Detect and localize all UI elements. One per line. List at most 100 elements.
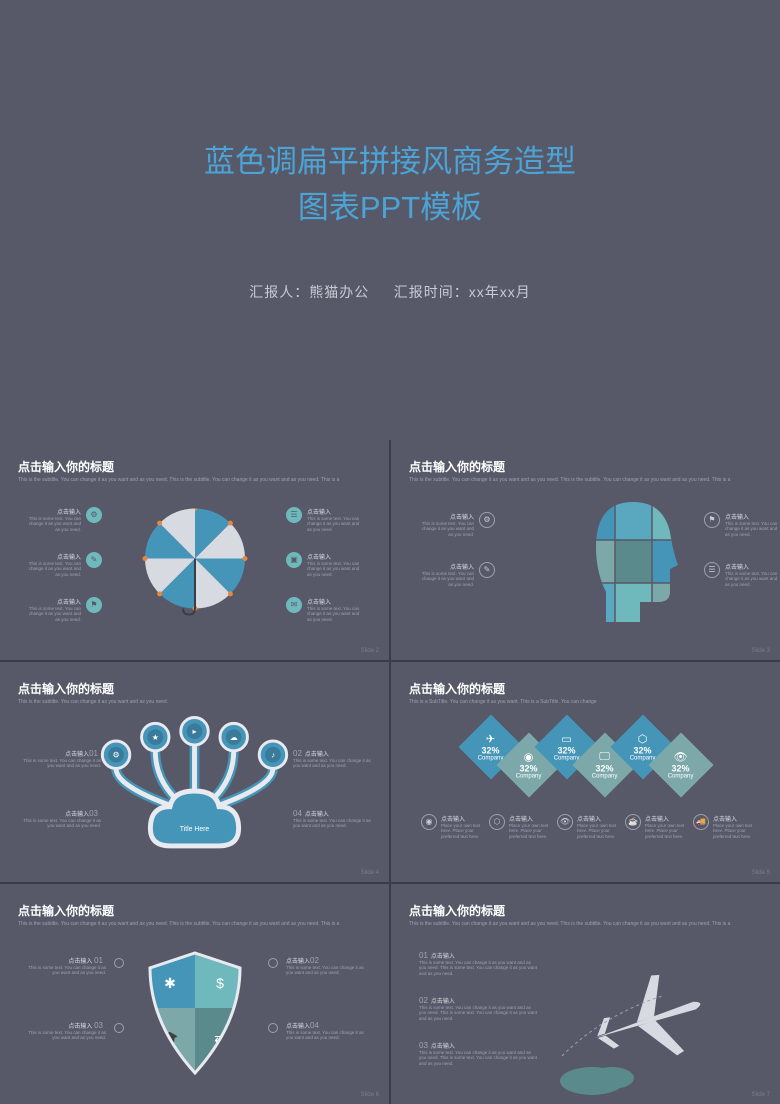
slide-title: 点击输入你的标题 [409,458,762,475]
slide-subtitle: This is the subtitle. You can change it … [409,921,762,928]
point-label: 点击输入 [725,562,780,571]
point-text: This is some text. You can change it as … [419,960,539,978]
slide-title: 点击输入你的标题 [18,902,371,919]
point-icon: ✎ [86,552,102,568]
point-text: This is some text. You can change it as … [307,606,362,624]
point-text: This is some text. You can change it as … [419,521,474,539]
point-icon: ⚑ [704,512,720,528]
point-text: This is some text. You can change it as … [286,965,364,977]
slide-title: 点击输入你的标题 [409,902,762,919]
point-label: 点击输入02 [286,956,364,965]
point-icon: ☰ [286,507,302,523]
point-text: This is some text. You can change it as … [307,516,362,534]
point-text: This is some text. You can change it as … [28,965,106,977]
cloud-label: Title Here [180,826,210,833]
point-text: This is some text. You can change it as … [293,818,371,830]
row2-icon: 👁 [557,814,573,830]
row2-item: ⬡点击输入Place your own text here. Place you… [489,814,557,841]
svg-text:☁: ☁ [230,733,238,742]
slide-subtitle: This is the subtitle. You can change it … [18,921,371,928]
point-label: 点击输入 [307,552,362,561]
slide-number: Slide 2 [361,648,379,654]
point-text: This is some text. You can change it as … [26,561,81,579]
row2-icon: 🚚 [693,814,709,830]
point-text: This is some text. You can change it as … [419,571,474,589]
point-text: This is some text. You can change it as … [23,818,101,830]
slide-number: Slide 5 [752,870,770,876]
slide-subtitle: This is a SubTitle. You can change it as… [409,699,762,706]
point-icon: ⚙ [86,507,102,523]
title-line1: 蓝色调扁平拼接风商务造型 [204,144,576,179]
row2-item: 👁点击输入Place your own text here. Place you… [557,814,625,841]
row2-item: 🚚点击输入Place your own text here. Place you… [693,814,761,841]
point-label: 点击输入 [419,512,474,521]
plane-graphic [552,966,732,1104]
point-label: 03点击输入 [419,1041,539,1050]
point-text: This is some text. You can change it as … [293,758,371,770]
row2-icon: ◉ [421,814,437,830]
slide-grid: 点击输入你的标题 This is the subtitle. You can c… [0,440,780,1104]
slide-3: 点击输入你的标题 This is the subtitle. You can c… [391,440,780,660]
point-icon: ▣ [286,552,302,568]
point-icon: ✎ [479,562,495,578]
point-label: 点击输入04 [286,1021,364,1030]
umbrella-graphic [135,508,255,623]
svg-text:⚙: ⚙ [113,750,120,759]
slide-number: Slide 6 [361,1092,379,1098]
svg-text:♪: ♪ [271,750,275,759]
slide-number: Slide 4 [361,870,379,876]
point-label: 04点击输入 [293,809,371,818]
point-label: 点击输入 [26,507,81,516]
slide-title: 点击输入你的标题 [18,458,371,475]
point-label: 点击输入 [26,552,81,561]
point-text: This is some text. You can change it as … [419,1050,539,1068]
point-label: 02点击输入 [419,996,539,1005]
point-label: 点击输入 [307,597,362,606]
head-graphic [578,497,688,627]
point-label: 点击输入 03 [28,1021,106,1030]
diamond-row: ✈32%Company◉32%Company▭32%Company🖵32%Com… [409,724,762,788]
row2-icon: ⬡ [489,814,505,830]
point-label: 01点击输入 [419,951,539,960]
slide-2: 点击输入你的标题 This is the subtitle. You can c… [0,440,389,660]
svg-text:★: ★ [152,733,159,742]
slide-7: 点击输入你的标题 This is the subtitle. You can c… [391,884,780,1104]
title-line2: 图表PPT模板 [298,190,482,225]
point-icon: ☰ [704,562,720,578]
point-label: 点击输入 [725,512,780,521]
point-text: This is some text. You can change it as … [725,571,780,589]
hero-slide: 蓝色调扁平拼接风商务造型 图表PPT模板 汇报人：熊猫办公 汇报时间：xx年xx… [0,0,780,440]
point-text: This is some text. You can change it as … [286,1030,364,1042]
shield-graphic: ✱$🎓⇄ [140,948,250,1083]
slide-subtitle: This is the subtitle. You can change it … [18,477,371,484]
point-icon: ⚙ [479,512,495,528]
svg-text:▸: ▸ [193,727,197,736]
point-text: This is some text. You can change it as … [725,521,780,539]
icon-row: ◉点击输入Place your own text here. Place you… [409,814,762,841]
row2-icon: ☕ [625,814,641,830]
point-text: This is some text. You can change it as … [26,606,81,624]
slide-5: 点击输入你的标题 This is a SubTitle. You can cha… [391,662,780,882]
point-label: 点击输入 [26,597,81,606]
slide-number: Slide 3 [752,648,770,654]
point-label: 点击输入 01 [23,749,101,758]
point-text: This is some text. You can change it as … [419,1005,539,1023]
slide-subtitle: This is the subtitle. You can change it … [18,699,371,706]
row2-item: ☕点击输入Place your own text here. Place you… [625,814,693,841]
point-label: 点击输入 [307,507,362,516]
svg-text:$: $ [216,975,224,991]
slide-4: 点击输入你的标题 This is the subtitle. You can c… [0,662,389,882]
point-label: 点击输入 03 [23,809,101,818]
hero-subtitle: 汇报人：熊猫办公 汇报时间：xx年xx月 [249,282,530,302]
svg-text:✱: ✱ [164,975,176,991]
slide-subtitle: This is the subtitle. You can change it … [409,477,762,484]
slide-title: 点击输入你的标题 [18,680,371,697]
cloud-hub-graphic: Title Here ⚙ ★ ▸ ☁ ♪ [18,714,371,869]
hero-title: 蓝色调扁平拼接风商务造型 图表PPT模板 [204,139,576,232]
slide-title: 点击输入你的标题 [409,680,762,697]
point-icon: ⚑ [86,597,102,613]
row2-item: ◉点击输入Place your own text here. Place you… [421,814,489,841]
point-icon: ✉ [286,597,302,613]
point-label: 02点击输入 [293,749,371,758]
point-label: 点击输入 [419,562,474,571]
